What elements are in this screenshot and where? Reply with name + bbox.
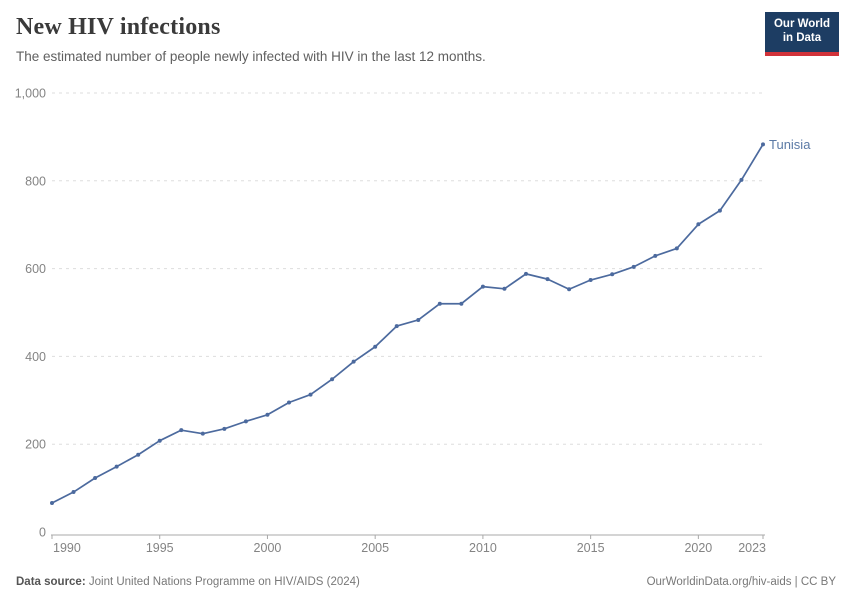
chart-subtitle: The estimated number of people newly inf… — [16, 48, 486, 64]
entity-label[interactable]: Tunisia — [769, 137, 811, 152]
owid-logo[interactable]: Our World in Data — [764, 12, 839, 56]
x-axis-tick-label: 2015 — [577, 541, 605, 555]
data-point[interactable] — [265, 412, 270, 417]
data-point[interactable] — [480, 284, 485, 289]
data-source: Data source: Joint United Nations Progra… — [16, 576, 360, 588]
y-axis-tick-label: 600 — [25, 262, 46, 276]
chart-area: 0 200 400 600 800 1,000 1990 1995 2000 2005 2010 20… — [0, 80, 850, 563]
data-point[interactable] — [631, 264, 636, 269]
data-point[interactable] — [243, 419, 248, 424]
data-point[interactable] — [524, 271, 528, 276]
data-point[interactable] — [50, 501, 54, 506]
x-axis-tick-label: 1990 — [53, 541, 81, 555]
data-point[interactable] — [717, 208, 722, 213]
data-point[interactable] — [437, 301, 442, 306]
data-line — [51, 143, 764, 504]
data-point[interactable] — [179, 428, 184, 433]
data-point[interactable] — [459, 301, 464, 306]
chart-header: New HIV infections The estimated number … — [0, 0, 850, 64]
data-point[interactable] — [674, 246, 679, 251]
data-point[interactable] — [610, 272, 615, 277]
data-point[interactable] — [93, 476, 98, 481]
chart-footer: Data source: Joint United Nations Progra… — [16, 576, 836, 588]
data-point[interactable] — [351, 359, 356, 364]
data-point[interactable] — [588, 278, 593, 283]
data-point[interactable] — [696, 222, 701, 227]
chart-title: New HIV infections — [16, 14, 221, 40]
y-axis-tick-label: 1,000 — [15, 87, 46, 101]
x-axis-tick-label: 2010 — [469, 541, 497, 555]
data-point[interactable] — [287, 400, 291, 405]
data-source-text: Joint United Nations Programme on HIV/AI… — [88, 576, 360, 588]
x-axis-tick-label: 2023 — [738, 541, 766, 555]
data-point[interactable] — [222, 426, 227, 431]
data-point[interactable] — [545, 277, 550, 282]
y-axis-tick-label: 200 — [25, 438, 46, 452]
data-point[interactable] — [136, 452, 141, 457]
data-point[interactable] — [653, 253, 658, 258]
owid-logo-line1: Our World — [773, 18, 830, 30]
x-axis-tick-label: 2000 — [254, 541, 282, 555]
x-axis-tick-label: 2020 — [684, 541, 712, 555]
data-point[interactable] — [502, 286, 507, 291]
x-axis-tick-label: 2005 — [361, 541, 389, 555]
line-chart: 0 200 400 600 800 1,000 1990 1995 2000 2005 2010 20… — [15, 87, 811, 556]
data-point[interactable] — [330, 377, 335, 382]
credit-link[interactable]: OurWorldinData.org/hiv-aids | CC BY — [646, 576, 836, 588]
data-point[interactable] — [308, 392, 313, 397]
data-point[interactable] — [114, 464, 119, 469]
data-point[interactable] — [394, 324, 399, 329]
data-point[interactable] — [71, 490, 76, 495]
y-axis-tick-label: 0 — [39, 526, 46, 540]
data-point[interactable] — [761, 142, 765, 147]
y-axis-tick-label: 400 — [25, 350, 46, 364]
data-point[interactable] — [157, 438, 162, 443]
data-point[interactable] — [567, 287, 572, 292]
data-point[interactable] — [416, 317, 421, 322]
data-point[interactable] — [200, 431, 205, 436]
x-axis-tick-label: 1995 — [146, 541, 174, 555]
data-point[interactable] — [739, 177, 744, 182]
owid-logo-line2: in Data — [782, 31, 822, 44]
data-source-label: Data source: — [16, 576, 86, 588]
data-point[interactable] — [373, 344, 378, 349]
y-axis-tick-label: 800 — [25, 174, 46, 188]
